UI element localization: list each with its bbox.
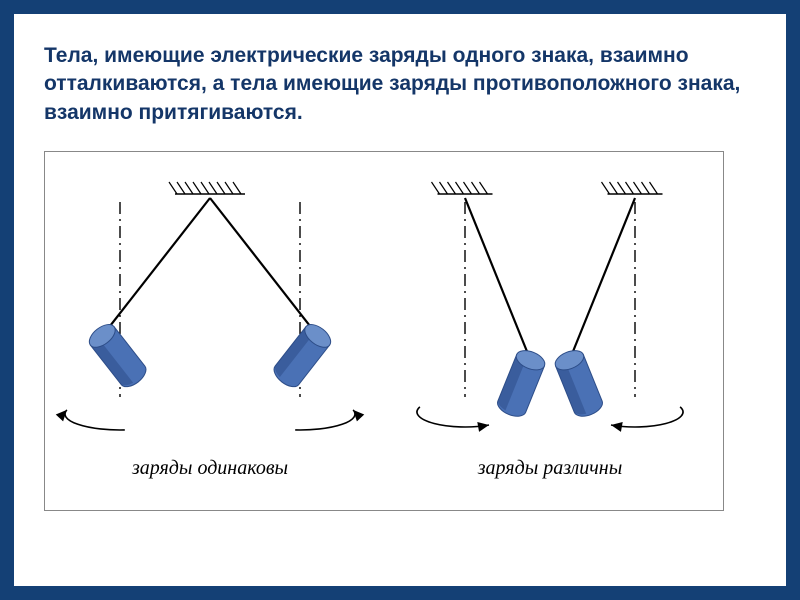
heading-text: Тела, имеющие электрические заряды одног… xyxy=(44,42,756,127)
caption-same-charges: заряды одинаковы xyxy=(131,457,288,479)
diagram-container: заряды одинаковы заряды различны xyxy=(44,151,724,511)
page: Тела, имеющие электрические заряды одног… xyxy=(14,14,786,586)
caption-diff-charges: заряды различны xyxy=(477,457,623,479)
physics-diagram: заряды одинаковы заряды различны xyxy=(45,152,725,512)
